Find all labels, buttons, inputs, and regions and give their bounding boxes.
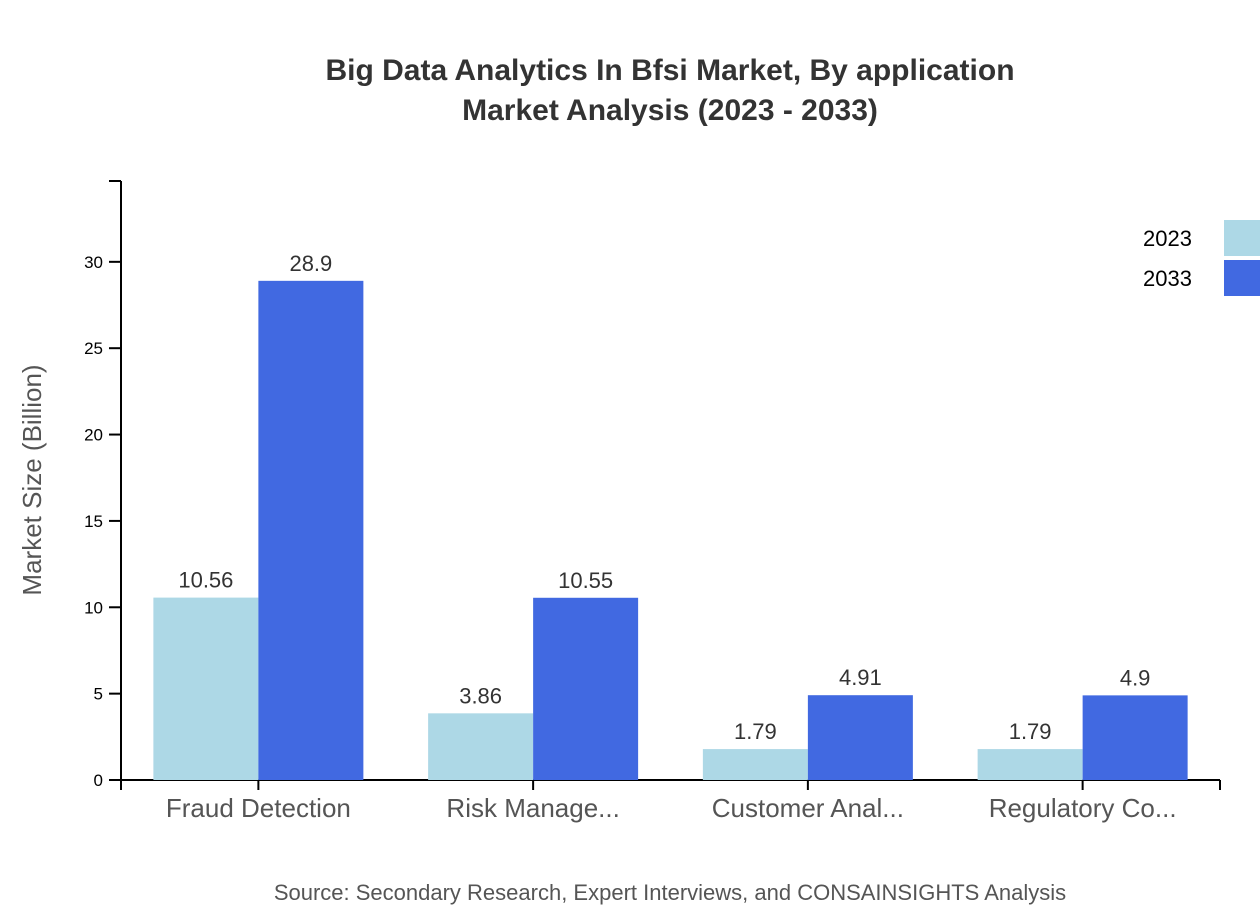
bar-2023	[977, 749, 1083, 780]
x-tick-label: Regulatory Co...	[989, 793, 1177, 823]
legend-label: 2033	[1143, 266, 1192, 291]
y-tick-label: 30	[84, 253, 103, 272]
source-note: Source: Secondary Research, Expert Inter…	[274, 880, 1066, 905]
y-tick-label: 0	[94, 771, 103, 790]
bar-2023	[428, 713, 534, 780]
bar-2033	[807, 695, 913, 780]
data-label: 3.86	[459, 683, 502, 708]
data-label: 1.79	[1009, 719, 1052, 744]
legend-swatch-2023	[1224, 220, 1260, 256]
y-tick-label: 25	[84, 339, 103, 358]
data-label: 1.79	[734, 719, 777, 744]
data-label: 4.9	[1120, 665, 1151, 690]
bar-2033	[533, 597, 639, 780]
data-label: 10.56	[178, 568, 233, 593]
legend-swatch-2033	[1224, 260, 1260, 296]
data-label: 10.55	[558, 568, 613, 593]
x-tick-label: Risk Manage...	[446, 793, 619, 823]
bar-2033	[1082, 695, 1188, 780]
data-label: 28.9	[289, 251, 332, 276]
y-tick-label: 5	[94, 685, 103, 704]
y-tick-label: 10	[84, 598, 103, 617]
y-tick-label: 15	[84, 512, 103, 531]
bar-2023	[153, 597, 259, 780]
x-tick-label: Fraud Detection	[166, 793, 351, 823]
chart-title-line-2: Market Analysis (2023 - 2033)	[462, 94, 878, 127]
bar-2023	[702, 749, 808, 780]
x-tick-label: Customer Anal...	[712, 793, 904, 823]
legend-label: 2023	[1143, 226, 1192, 251]
chart-title-line-1: Big Data Analytics In Bfsi Market, By ap…	[325, 54, 1014, 87]
y-tick-label: 20	[84, 426, 103, 445]
data-label: 4.91	[839, 665, 882, 690]
bar-2033	[258, 280, 364, 780]
y-axis-label: Market Size (Billion)	[17, 364, 47, 595]
